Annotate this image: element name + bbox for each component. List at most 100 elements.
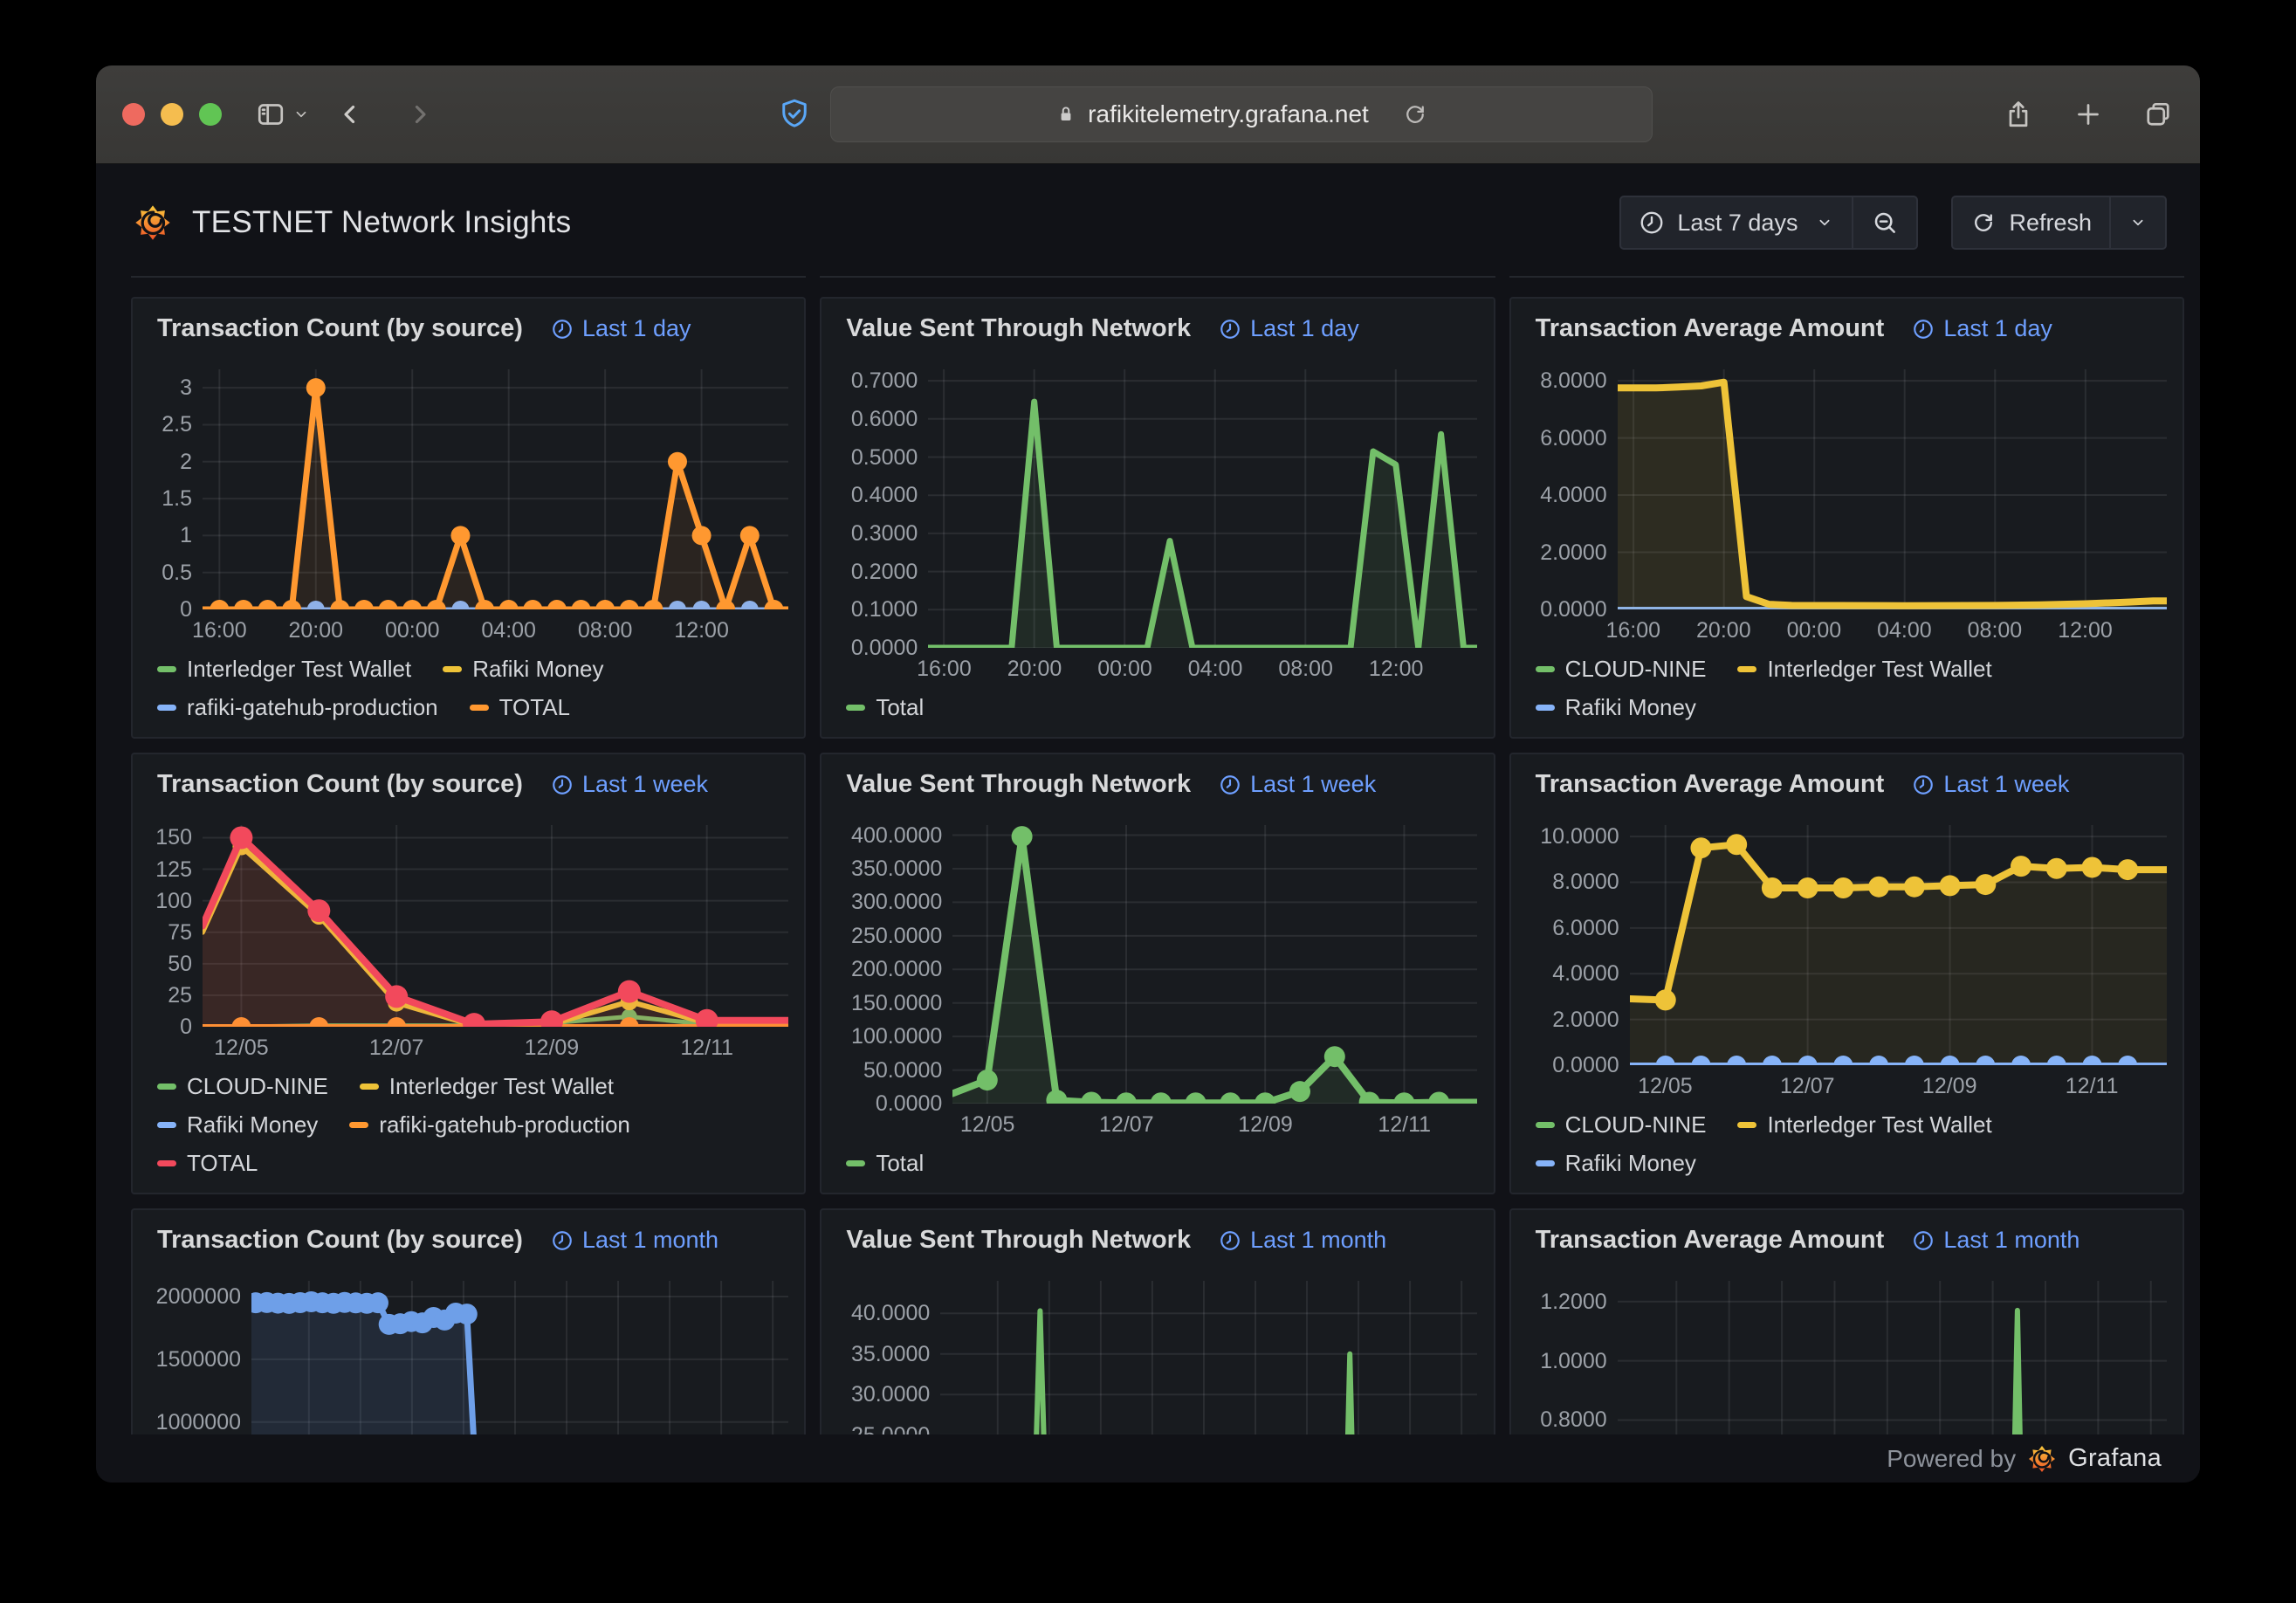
legend-item[interactable]: Total: [846, 1150, 924, 1177]
x-tick-label: 16:00: [1605, 618, 1661, 643]
grafana-footer-logo-icon: [2028, 1445, 2056, 1473]
reload-icon[interactable]: [1402, 101, 1428, 127]
panel-title[interactable]: Transaction Average Amount: [1535, 314, 1885, 342]
shield-extension-icon[interactable]: [776, 96, 813, 133]
dashboard-header: TESTNET Network Insights Last 7 days: [96, 164, 2200, 250]
panel-title[interactable]: Transaction Average Amount: [1535, 770, 1885, 798]
legend-item[interactable]: Rafiki Money: [1535, 694, 1696, 721]
legend-item[interactable]: TOTAL: [469, 693, 571, 721]
legend-swatch-icon: [1535, 1121, 1555, 1128]
legend-swatch-icon: [157, 1121, 176, 1128]
y-tick-label: 300.0000: [851, 890, 943, 915]
refresh-interval-dropdown[interactable]: [2109, 197, 2165, 248]
x-tick-label: 04:00: [1877, 618, 1932, 643]
panel-title[interactable]: Value Sent Through Network: [846, 770, 1192, 798]
y-tick-label: 350.0000: [851, 856, 943, 881]
legend-label: CLOUD-NINE: [1564, 1111, 1707, 1138]
legend-item[interactable]: Interledger Test Wallet: [1737, 1111, 1992, 1139]
chevron-down-icon[interactable]: [292, 105, 311, 124]
legend-item[interactable]: CLOUD-NINE: [1535, 656, 1706, 683]
y-tick-label: 0.0000: [850, 636, 918, 660]
time-range-picker[interactable]: Last 7 days: [1621, 197, 1852, 248]
panel-title[interactable]: Value Sent Through Network: [846, 314, 1192, 342]
chart-plot[interactable]: [1617, 369, 2167, 609]
panel-title[interactable]: Transaction Count (by source): [157, 770, 523, 798]
forward-button[interactable]: [405, 100, 435, 129]
y-tick-label: 10.0000: [1540, 824, 1619, 850]
legend-item[interactable]: rafiki-gatehub-production: [349, 1111, 630, 1139]
panel-time-badge: Last 1 day: [1912, 315, 2052, 342]
legend-item[interactable]: Interledger Test Wallet: [157, 656, 411, 683]
panel-time-label: Last 1 week: [1943, 771, 2070, 797]
refresh-button[interactable]: Refresh: [1953, 197, 2109, 248]
grafana-brand-label[interactable]: Grafana: [2068, 1444, 2162, 1472]
legend-swatch-icon: [1535, 665, 1555, 672]
powered-by-bar: Powered by Grafana: [96, 1434, 2200, 1483]
zoom-out-time-button[interactable]: [1852, 197, 1916, 248]
y-tick-label: 2.5: [162, 412, 192, 437]
x-axis: 12/05 12/07 12/09 12/11: [1630, 1065, 2167, 1102]
panel-time-badge: Last 1 day: [551, 315, 691, 342]
panel: Transaction Count (by source) Last 1 day 3…: [131, 297, 807, 739]
chart-plot[interactable]: [203, 825, 788, 1027]
legend-swatch-icon: [846, 1159, 866, 1166]
chart-plot[interactable]: [928, 369, 1478, 648]
y-tick-label: 0.7000: [850, 368, 918, 394]
legend-label: Total: [876, 1149, 925, 1176]
panel-time-badge: Last 1 month: [1912, 1227, 2079, 1254]
url-text: rafikitelemetry.grafana.net: [1088, 100, 1369, 127]
x-tick-label: 12/05: [214, 1035, 269, 1060]
legend-item[interactable]: Total: [846, 694, 924, 721]
back-button[interactable]: [335, 100, 365, 129]
legend-item[interactable]: TOTAL: [157, 1150, 258, 1177]
legend-item[interactable]: Interledger Test Wallet: [1737, 656, 1992, 683]
minimize-window-button[interactable]: [161, 103, 183, 126]
legend-item[interactable]: CLOUD-NINE: [1535, 1111, 1707, 1139]
x-tick-label: 12/05: [959, 1112, 1015, 1137]
x-tick-label: 12/11: [2065, 1074, 2119, 1098]
close-window-button[interactable]: [122, 103, 145, 126]
legend-label: Rafiki Money: [1564, 1149, 1696, 1176]
x-tick-label: 12/11: [1378, 1112, 1432, 1137]
chart-plot[interactable]: [952, 825, 1478, 1104]
address-bar[interactable]: rafikitelemetry.grafana.net: [830, 86, 1653, 142]
legend-swatch-icon: [443, 665, 463, 672]
panel-grid: Transaction Count (by source) Last 1 day 3…: [131, 297, 2184, 1483]
panel-time-badge: Last 1 week: [551, 771, 708, 798]
x-tick-label: 20:00: [1696, 618, 1751, 643]
y-tick-label: 2000000: [155, 1283, 241, 1309]
legend-item[interactable]: Rafiki Money: [443, 656, 604, 683]
zoom-window-button[interactable]: [199, 103, 222, 126]
y-tick-label: 6.0000: [1552, 915, 1619, 940]
legend-label: TOTAL: [498, 693, 571, 720]
y-axis: 400.0000 350.0000 300.0000 250.0000 200.0000…: [837, 823, 952, 1140]
y-tick-label: 0.4000: [850, 483, 918, 508]
chart-plot[interactable]: [1629, 825, 2167, 1065]
legend-item[interactable]: Rafiki Money: [1535, 1149, 1696, 1177]
y-tick-label: 25: [168, 982, 192, 1008]
legend-swatch-icon: [157, 1159, 176, 1166]
row-dividers: [131, 276, 2184, 278]
panel-title[interactable]: Transaction Count (by source): [157, 1226, 523, 1254]
panel-title[interactable]: Transaction Count (by source): [157, 314, 523, 342]
share-icon[interactable]: [2003, 99, 2034, 130]
panel-time-badge: Last 1 month: [1219, 1227, 1386, 1254]
browser-window: rafikitelemetry.grafana.net: [96, 65, 2200, 1483]
legend-item[interactable]: Interledger Test Wallet: [359, 1073, 614, 1100]
legend-item[interactable]: Rafiki Money: [157, 1111, 318, 1139]
x-tick-label: 12/07: [1780, 1074, 1835, 1098]
panel-title[interactable]: Transaction Average Amount: [1535, 1226, 1885, 1254]
browser-toolbar: rafikitelemetry.grafana.net: [96, 65, 2200, 164]
y-tick-label: 100.0000: [851, 1024, 943, 1049]
legend-item[interactable]: rafiki-gatehub-production: [157, 694, 438, 721]
sidebar-icon[interactable]: [255, 99, 286, 130]
panel: Value Sent Through Network Last 1 day 0.70…: [820, 297, 1495, 739]
y-tick-label: 3: [180, 375, 192, 401]
chart-plot[interactable]: [203, 369, 788, 609]
legend-item[interactable]: CLOUD-NINE: [157, 1073, 328, 1100]
panel-title[interactable]: Value Sent Through Network: [846, 1226, 1192, 1254]
refresh-group: Refresh: [1951, 196, 2167, 250]
new-tab-icon[interactable]: [2073, 99, 2104, 130]
tab-overview-icon[interactable]: [2142, 99, 2174, 130]
legend-swatch-icon: [1535, 1159, 1555, 1166]
